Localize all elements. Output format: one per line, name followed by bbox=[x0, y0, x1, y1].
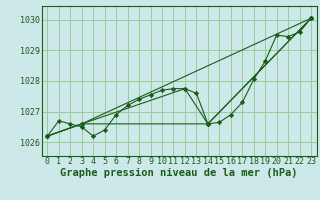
X-axis label: Graphe pression niveau de la mer (hPa): Graphe pression niveau de la mer (hPa) bbox=[60, 168, 298, 178]
